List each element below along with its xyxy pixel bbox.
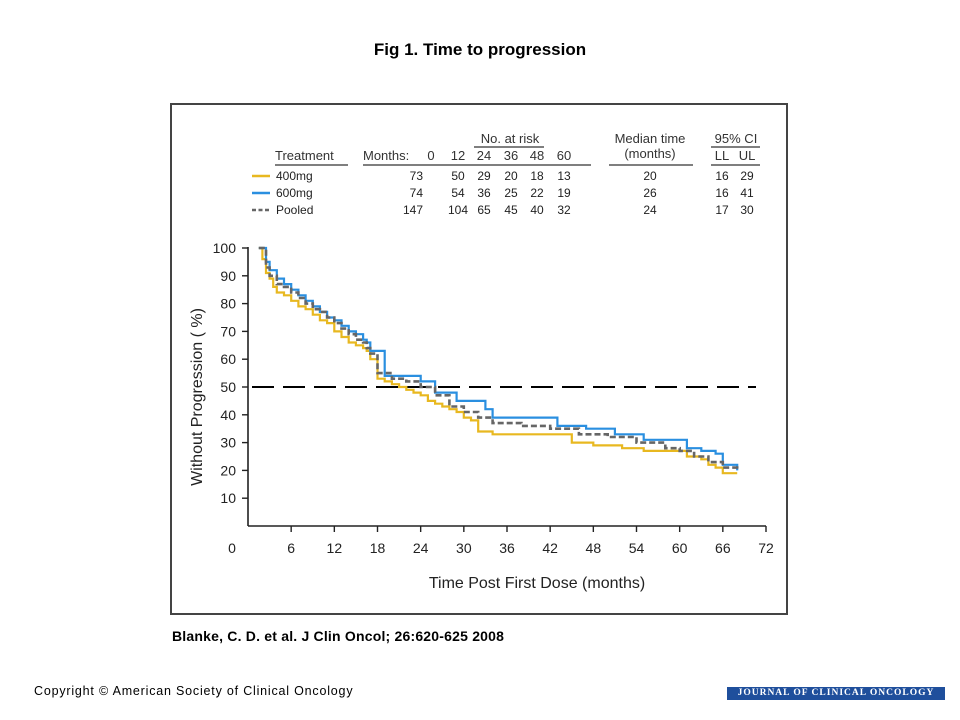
y-tick-label-70: 70 [220,323,236,339]
journal-banner: JOURNAL OF CLINICAL ONCOLOGY [727,687,945,700]
risk-month-col-48: 48 [530,148,544,163]
x-tick-label-24: 24 [413,540,429,556]
risk-count-400mg-0: 73 [410,169,424,183]
y-tick-label-90: 90 [220,268,236,284]
median-Pooled: 24 [643,203,657,217]
ci-ll-400mg: 16 [715,169,729,183]
risk-table: Treatment Months: No. at risk Median time(m… [252,131,760,217]
figure-frame: Treatment Months: No. at risk Median time (m… [170,103,788,615]
risk-count-Pooled-24: 65 [477,203,491,217]
copyright-notice: Copyright © American Society of Clinical… [34,684,354,698]
plot-area: 10 20 30 40 50 60 70 80 90 100 0 6 12 18 24 30 36 42 48 54 6… [189,240,774,592]
y-tick-label-30: 30 [220,435,236,451]
y-tick-label-40: 40 [220,407,236,423]
ci-ul-Pooled: 30 [740,203,754,217]
risk-month-col-24: 24 [477,148,491,163]
risk-count-Pooled-48: 40 [530,203,544,217]
risk-count-Pooled-12: 104 [448,203,468,217]
y-tick-label-20: 20 [220,462,236,478]
x-tick-label-36: 36 [499,540,515,556]
risk-count-400mg-48: 18 [530,169,544,183]
x-axis-label: Time Post First Dose (months) [429,575,645,592]
ci-ul-600mg: 41 [740,186,754,200]
km-chart: Treatment Months: No. at risk Median time(m… [189,131,774,592]
risk-header-treatment: Treatment [275,148,334,163]
risk-count-600mg-12: 54 [451,186,465,200]
series-line-600mg [258,246,739,471]
y-tick-label-10: 10 [220,490,236,506]
risk-count-600mg-36: 25 [504,186,518,200]
slide-title: Fig 1. Time to progression [373,40,587,59]
risk-header-median-sub: (months) [624,146,675,161]
risk-header-ll: LL [715,148,729,163]
legend-label-600mg: 600mg [276,186,313,200]
x-tick-label-54: 54 [629,540,645,556]
ci-ul-400mg: 29 [740,169,754,183]
x-tick-label-0: 0 [228,540,236,556]
y-tick-label-60: 60 [220,351,236,367]
x-tick-label-12: 12 [327,540,343,556]
y-axis-label: Without Progression ( %) [189,308,206,486]
risk-count-400mg-60: 13 [557,169,571,183]
risk-month-col-0: 0 [427,148,434,163]
risk-count-600mg-60: 19 [557,186,571,200]
series-line-Pooled [258,246,739,471]
x-tick-label-48: 48 [586,540,602,556]
risk-count-600mg-0: 74 [410,186,424,200]
series-line-400mg [258,246,738,475]
risk-header-ul: UL [739,148,756,163]
x-tick-label-60: 60 [672,540,688,556]
ci-ll-600mg: 16 [715,186,729,200]
x-tick-label-30: 30 [456,540,472,556]
y-tick-label-50: 50 [220,379,236,395]
x-tick-label-72: 72 [758,540,774,556]
legend-label-400mg: 400mg [276,169,313,183]
x-tick-label-42: 42 [542,540,558,556]
median-400mg: 20 [643,169,657,183]
legend-label-Pooled: Pooled [276,203,313,217]
citation: Blanke, C. D. et al. J Clin Oncol; 26:62… [172,628,505,644]
y-tick-label-80: 80 [220,296,236,312]
risk-header-ci: 95% CI [715,131,758,146]
y-tick-label-100: 100 [213,240,237,256]
risk-count-Pooled-60: 32 [557,203,571,217]
median-600mg: 26 [643,186,657,200]
risk-count-400mg-12: 50 [451,169,465,183]
risk-header-no-at-risk: No. at risk [481,131,540,146]
x-tick-label-6: 6 [287,540,295,556]
risk-count-600mg-24: 36 [477,186,491,200]
risk-count-Pooled-36: 45 [504,203,518,217]
x-tick-label-66: 66 [715,540,731,556]
risk-header-median: Median time [615,131,686,146]
risk-month-col-12: 12 [451,148,465,163]
risk-header-months: Months: [363,148,409,163]
x-tick-label-18: 18 [370,540,386,556]
risk-month-col-60: 60 [557,148,571,163]
risk-month-col-36: 36 [504,148,518,163]
risk-count-400mg-24: 29 [477,169,491,183]
risk-count-400mg-36: 20 [504,169,518,183]
risk-count-600mg-48: 22 [530,186,544,200]
risk-count-Pooled-0: 147 [403,203,423,217]
ci-ll-Pooled: 17 [715,203,729,217]
